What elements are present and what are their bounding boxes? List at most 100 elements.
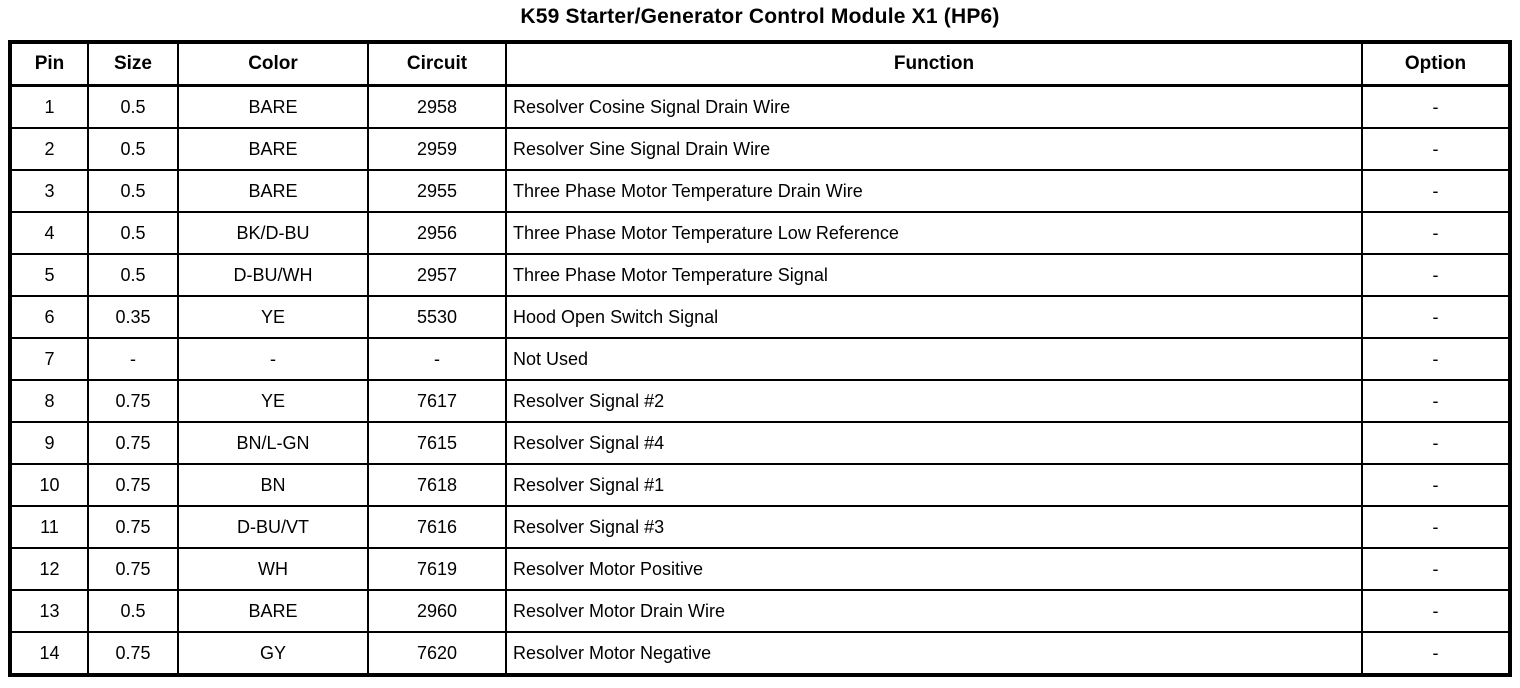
header-option: Option xyxy=(1361,41,1511,87)
cell-size: - xyxy=(87,337,179,381)
cell-color: WH xyxy=(177,547,369,591)
cell-circuit: 5530 xyxy=(367,295,507,339)
cell-pin: 10 xyxy=(9,463,89,507)
cell-pin: 4 xyxy=(9,211,89,255)
cell-option: - xyxy=(1361,84,1511,129)
cell-size: 0.75 xyxy=(87,505,179,549)
table-row: 12 0.75 WH 7619 Resolver Motor Positive - xyxy=(9,547,1511,591)
cell-function: Resolver Signal #3 xyxy=(505,505,1363,549)
table-row: 2 0.5 BARE 2959 Resolver Sine Signal Drain W… xyxy=(9,127,1511,171)
cell-option: - xyxy=(1361,421,1511,465)
header-color: Color xyxy=(177,41,369,87)
table-row: 10 0.75 BN 7618 Resolver Signal #1- xyxy=(9,463,1511,507)
cell-color: YE xyxy=(177,295,369,339)
cell-pin: 3 xyxy=(9,169,89,213)
cell-function: Resolver Motor Positive xyxy=(505,547,1363,591)
cell-size: 0.75 xyxy=(87,379,179,423)
cell-color: BARE xyxy=(177,589,369,633)
cell-option: - xyxy=(1361,253,1511,297)
cell-pin: 2 xyxy=(9,127,89,171)
table-row: 3 0.5 BARE 2955 Three Phase Motor Temperatur… xyxy=(9,169,1511,213)
cell-size: 0.5 xyxy=(87,169,179,213)
table-row: 14 0.75 GY 7620 Resolver Motor Negative - xyxy=(9,631,1511,676)
cell-pin: 13 xyxy=(9,589,89,633)
cell-color: BARE xyxy=(177,169,369,213)
cell-size: 0.5 xyxy=(87,84,179,129)
cell-circuit: 7616 xyxy=(367,505,507,549)
cell-size: 0.5 xyxy=(87,589,179,633)
cell-size: 0.5 xyxy=(87,211,179,255)
cell-circuit: 2959 xyxy=(367,127,507,171)
cell-pin: 12 xyxy=(9,547,89,591)
header-circuit: Circuit xyxy=(367,41,507,87)
cell-option: - xyxy=(1361,295,1511,339)
cell-size: 0.5 xyxy=(87,253,179,297)
cell-color: BN/L-GN xyxy=(177,421,369,465)
cell-color: BN xyxy=(177,463,369,507)
cell-color: GY xyxy=(177,631,369,676)
cell-function: Hood Open Switch Signal xyxy=(505,295,1363,339)
cell-option: - xyxy=(1361,169,1511,213)
cell-function: Resolver Signal #1 xyxy=(505,463,1363,507)
cell-function: Resolver Signal #2 xyxy=(505,379,1363,423)
header-pin: Pin xyxy=(9,41,89,87)
table-row: 6 0.35 YE 5530 Hood Open Switch Signal - xyxy=(9,295,1511,339)
cell-color: BARE xyxy=(177,84,369,129)
cell-color: D-BU/WH xyxy=(177,253,369,297)
cell-circuit: - xyxy=(367,337,507,381)
page-title: K59 Starter/Generator Control Module X1 … xyxy=(520,5,1000,28)
cell-color: BARE xyxy=(177,127,369,171)
cell-option: - xyxy=(1361,337,1511,381)
cell-option: - xyxy=(1361,379,1511,423)
cell-pin: 11 xyxy=(9,505,89,549)
cell-circuit: 2955 xyxy=(367,169,507,213)
cell-option: - xyxy=(1361,631,1511,676)
cell-option: - xyxy=(1361,505,1511,549)
cell-circuit: 7615 xyxy=(367,421,507,465)
table-header: Pin Size Color Circuit Function Option xyxy=(9,41,1511,87)
cell-size: 0.75 xyxy=(87,421,179,465)
cell-function: Resolver Sine Signal Drain Wire xyxy=(505,127,1363,171)
header-size: Size xyxy=(87,41,179,87)
cell-size: 0.5 xyxy=(87,127,179,171)
cell-size: 0.75 xyxy=(87,547,179,591)
table-row: 4 0.5 BK/D-BU 2956 Three Phase Motor Tempera… xyxy=(9,211,1511,255)
cell-color: D-BU/VT xyxy=(177,505,369,549)
cell-size: 0.35 xyxy=(87,295,179,339)
cell-function: Resolver Signal #4 xyxy=(505,421,1363,465)
cell-pin: 6 xyxy=(9,295,89,339)
table-row: 1 0.5 BARE 2958 Resolver Cosine Signal Drain… xyxy=(9,84,1511,129)
cell-size: 0.75 xyxy=(87,463,179,507)
cell-function: Resolver Motor Drain Wire xyxy=(505,589,1363,633)
cell-circuit: 7617 xyxy=(367,379,507,423)
pinout-table: Pin Size Color Circuit Function Option 1… xyxy=(8,40,1512,677)
cell-function: Resolver Motor Negative xyxy=(505,631,1363,676)
cell-circuit: 7618 xyxy=(367,463,507,507)
table-row: 9 0.75 BN/L-GN 7615 Resolver Signal #4- xyxy=(9,421,1511,465)
cell-size: 0.75 xyxy=(87,631,179,676)
cell-color: - xyxy=(177,337,369,381)
cell-function: Three Phase Motor Temperature Signal xyxy=(505,253,1363,297)
cell-pin: 14 xyxy=(9,631,89,676)
cell-function: Three Phase Motor Temperature Low Refere… xyxy=(505,211,1363,255)
cell-function: Three Phase Motor Temperature Drain Wire xyxy=(505,169,1363,213)
cell-color: BK/D-BU xyxy=(177,211,369,255)
cell-function: Resolver Cosine Signal Drain Wire xyxy=(505,84,1363,129)
cell-pin: 1 xyxy=(9,84,89,129)
cell-option: - xyxy=(1361,589,1511,633)
cell-option: - xyxy=(1361,463,1511,507)
cell-circuit: 2958 xyxy=(367,84,507,129)
cell-circuit: 7619 xyxy=(367,547,507,591)
cell-pin: 9 xyxy=(9,421,89,465)
cell-option: - xyxy=(1361,127,1511,171)
header-function: Function xyxy=(505,41,1363,87)
cell-pin: 5 xyxy=(9,253,89,297)
cell-pin: 7 xyxy=(9,337,89,381)
cell-color: YE xyxy=(177,379,369,423)
table-row: 11 0.75 D-BU/VT 7616 Resolver Signal #3- xyxy=(9,505,1511,549)
cell-option: - xyxy=(1361,547,1511,591)
cell-circuit: 7620 xyxy=(367,631,507,676)
cell-circuit: 2957 xyxy=(367,253,507,297)
table-row: 8 0.75 YE 7617 Resolver Signal #2- xyxy=(9,379,1511,423)
